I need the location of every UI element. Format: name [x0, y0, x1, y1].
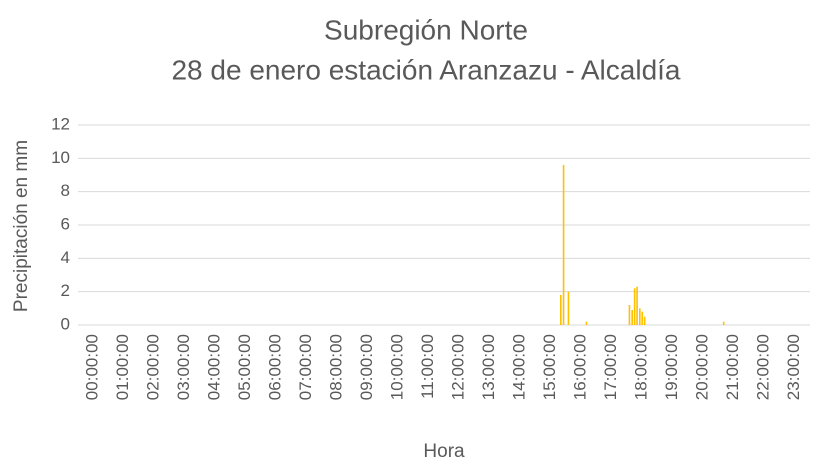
x-tick-label: 08:00:00: [327, 334, 346, 400]
x-tick-label: 16:00:00: [571, 334, 590, 400]
y-tick-label: 12: [51, 114, 70, 133]
x-tick-label: 21:00:00: [723, 334, 742, 400]
bar: [562, 165, 565, 325]
bar: [633, 288, 636, 325]
x-tick-label: 02:00:00: [144, 334, 163, 400]
bar: [643, 316, 646, 325]
chart-subtitle: 28 de enero estación Aranzazu - Alcaldía: [171, 54, 680, 85]
bar: [628, 305, 631, 325]
x-tick-label: 06:00:00: [266, 334, 285, 400]
bar: [560, 295, 562, 325]
x-tick-label: 03:00:00: [174, 334, 193, 400]
x-tick-label: 04:00:00: [205, 334, 224, 400]
x-tick-label: 23:00:00: [784, 334, 803, 400]
bar: [567, 291, 570, 325]
x-tick-label: 09:00:00: [357, 334, 376, 400]
x-tick-label: 10:00:00: [388, 334, 407, 400]
y-tick-label: 8: [61, 181, 70, 200]
x-tick-label: 14:00:00: [510, 334, 529, 400]
x-tick-label: 22:00:00: [754, 334, 773, 400]
y-tick-label: 6: [61, 214, 70, 233]
x-tick-label: 18:00:00: [632, 334, 651, 400]
x-tick-label: 12:00:00: [449, 334, 468, 400]
bar: [641, 311, 644, 325]
x-axis-title: Hora: [423, 441, 465, 462]
x-tick-label: 13:00:00: [479, 334, 498, 400]
bar: [639, 308, 641, 325]
chart-title: Subregión Norte: [324, 14, 528, 45]
x-tick-label: 05:00:00: [235, 334, 254, 400]
y-tick-label: 2: [61, 281, 70, 300]
x-tick-label: 07:00:00: [296, 334, 315, 400]
y-tick-label: 4: [61, 248, 70, 267]
x-tick-label: 00:00:00: [83, 334, 102, 400]
y-tick-label: 10: [51, 148, 70, 167]
x-tick-label: 19:00:00: [662, 334, 681, 400]
x-tick-label: 17:00:00: [601, 334, 620, 400]
bar: [636, 286, 638, 325]
x-tick-label: 15:00:00: [540, 334, 559, 400]
bar: [722, 321, 725, 325]
x-tick-label: 11:00:00: [418, 334, 437, 399]
y-axis-title: Precipitación en mm: [11, 140, 32, 312]
x-tick-label: 01:00:00: [113, 334, 132, 400]
x-tick-label: 20:00:00: [693, 334, 712, 400]
bar: [631, 310, 633, 325]
bar: [585, 321, 588, 325]
y-tick-label: 0: [61, 314, 70, 333]
